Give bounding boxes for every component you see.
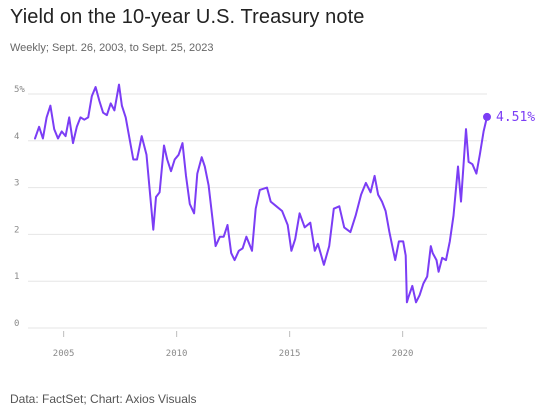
line-chart: 0 1 2 3 4 5% 2005 2010 2015 2020 4.51%	[14, 83, 535, 359]
x-axis-ticks: 2005 2010 2015 2020	[53, 331, 414, 359]
gridlines	[28, 93, 487, 329]
yield-series-line	[34, 83, 488, 304]
y-tick-label: 0	[14, 319, 19, 329]
x-tick-label: 2015	[279, 349, 301, 359]
chart-title: Yield on the 10-year U.S. Treasury note	[10, 6, 365, 28]
y-tick-label: 2	[14, 225, 19, 235]
y-tick-label: 4	[14, 132, 19, 142]
latest-value-label: 4.51%	[496, 110, 535, 125]
chart-subtitle: Weekly; Sept. 26, 2003, to Sept. 25, 202…	[10, 42, 214, 54]
latest-value-marker	[483, 112, 491, 121]
x-tick-label: 2005	[53, 349, 75, 359]
y-tick-label: 5%	[14, 85, 25, 95]
y-tick-label: 3	[14, 179, 19, 189]
source-note: Data: FactSet; Chart: Axios Visuals	[10, 392, 197, 406]
y-axis-ticks: 0 1 2 3 4 5%	[14, 85, 25, 329]
x-tick-label: 2020	[392, 349, 414, 359]
y-tick-label: 1	[14, 272, 19, 282]
x-tick-label: 2010	[166, 349, 188, 359]
